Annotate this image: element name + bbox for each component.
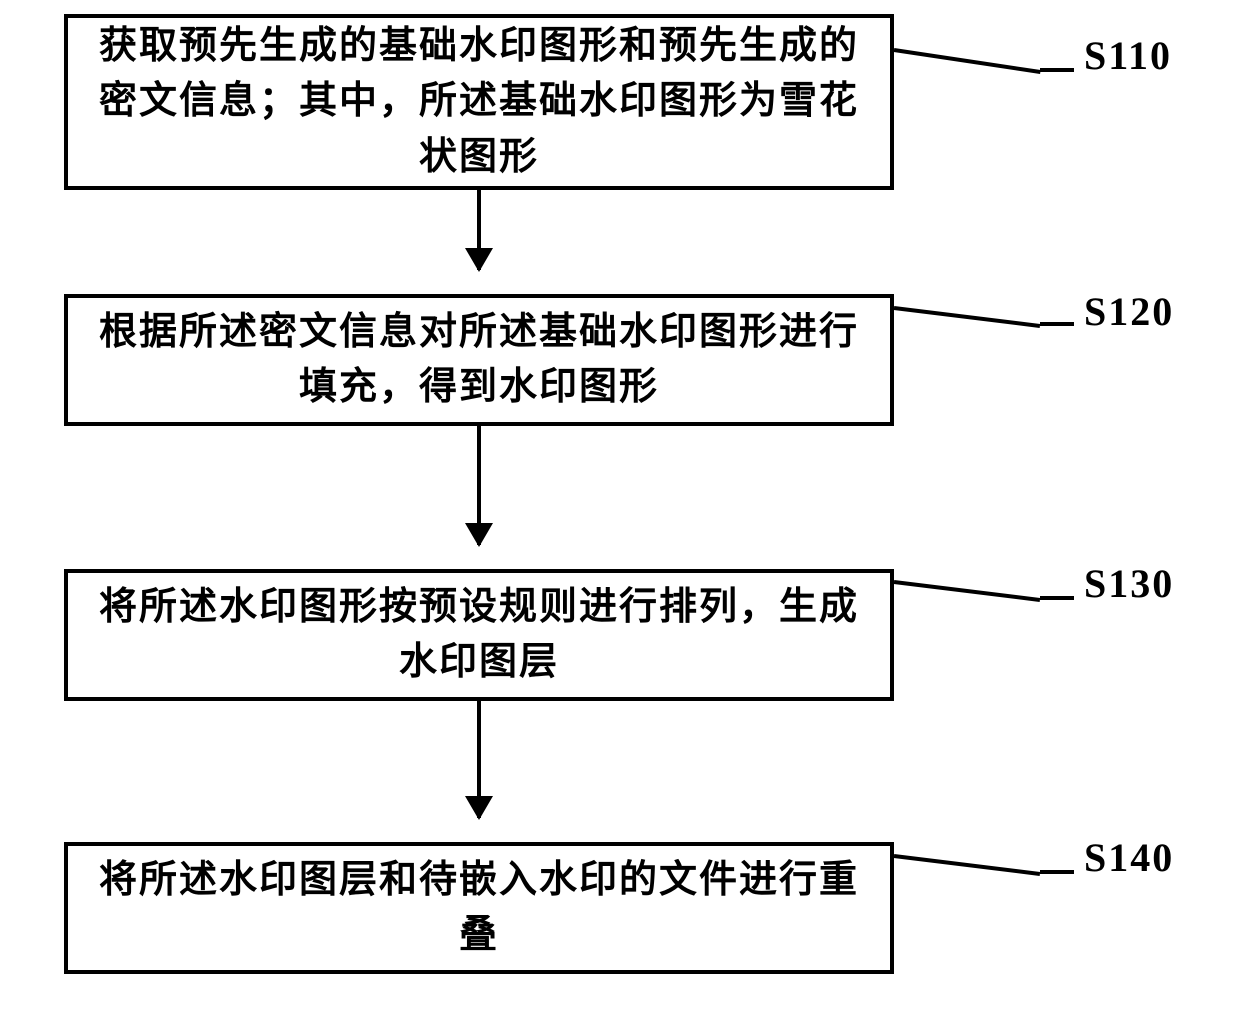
leader-h-s110 bbox=[1040, 68, 1074, 72]
step-text-s110: 获取预先生成的基础水印图形和预先生成的密文信息；其中，所述基础水印图形为雪花状图… bbox=[98, 19, 860, 184]
leader-h-s140 bbox=[1040, 870, 1074, 874]
step-text-s140: 将所述水印图层和待嵌入水印的文件进行重叠 bbox=[98, 853, 860, 963]
step-text-s130: 将所述水印图形按预设规则进行排列，生成水印图层 bbox=[98, 580, 860, 690]
flowchart-container: 获取预先生成的基础水印图形和预先生成的密文信息；其中，所述基础水印图形为雪花状图… bbox=[0, 0, 1240, 1018]
step-label-s110: S110 bbox=[1084, 32, 1172, 79]
leader-diag-s120 bbox=[894, 306, 1040, 328]
step-box-s140: 将所述水印图层和待嵌入水印的文件进行重叠 bbox=[64, 842, 894, 974]
leader-diag-s110 bbox=[894, 48, 1041, 74]
step-text-s120: 根据所述密文信息对所述基础水印图形进行填充，得到水印图形 bbox=[98, 305, 860, 415]
arrow-s120-s130 bbox=[477, 426, 481, 545]
leader-h-s120 bbox=[1040, 322, 1074, 326]
leader-diag-s130 bbox=[894, 580, 1040, 602]
step-label-s120: S120 bbox=[1084, 288, 1174, 335]
step-box-s110: 获取预先生成的基础水印图形和预先生成的密文信息；其中，所述基础水印图形为雪花状图… bbox=[64, 14, 894, 190]
arrow-s110-s120 bbox=[477, 190, 481, 270]
step-label-s130: S130 bbox=[1084, 560, 1174, 607]
step-label-s140: S140 bbox=[1084, 834, 1174, 881]
leader-h-s130 bbox=[1040, 596, 1074, 600]
leader-diag-s140 bbox=[894, 854, 1040, 876]
step-box-s130: 将所述水印图形按预设规则进行排列，生成水印图层 bbox=[64, 569, 894, 701]
step-box-s120: 根据所述密文信息对所述基础水印图形进行填充，得到水印图形 bbox=[64, 294, 894, 426]
arrow-s130-s140 bbox=[477, 701, 481, 818]
